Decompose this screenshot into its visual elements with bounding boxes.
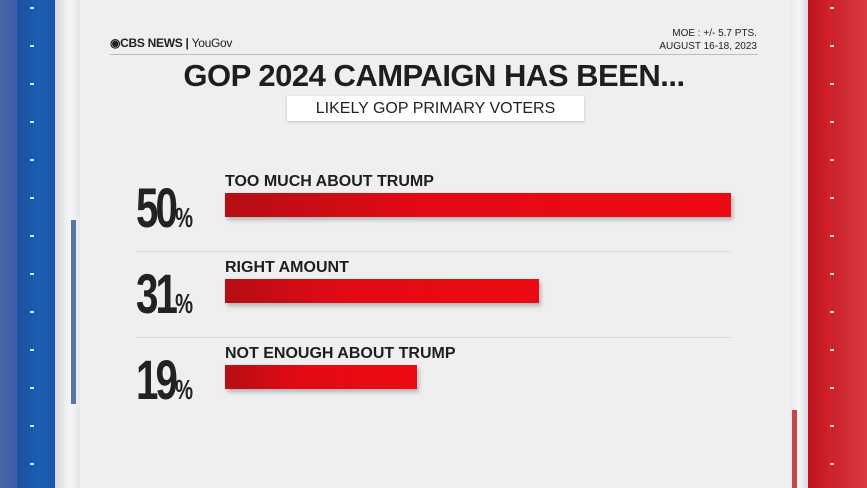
left-blue-strip — [17, 0, 55, 488]
strip-rivet — [830, 349, 834, 351]
strip-rivet — [30, 425, 34, 427]
right-red-pillar — [830, 0, 867, 488]
strip-rivet — [30, 273, 34, 275]
chart-subtitle: LIKELY GOP PRIMARY VOTERS — [287, 96, 584, 121]
right-frame-edge — [790, 0, 808, 488]
strip-rivet — [830, 159, 834, 161]
bar — [225, 279, 539, 303]
moe-text: MOE : +/- 5.7 PTS. — [672, 28, 757, 39]
strip-rivet — [30, 349, 34, 351]
category-label: NOT ENOUGH ABOUT TRUMP — [225, 345, 456, 362]
value-label: 19% — [136, 348, 194, 411]
strip-rivet — [830, 83, 834, 85]
bar — [225, 193, 731, 217]
partner-text: YouGov — [191, 36, 233, 50]
divider — [110, 54, 758, 55]
left-accent — [71, 220, 76, 404]
strip-rivet — [30, 197, 34, 199]
strip-rivet — [30, 7, 34, 9]
bar-row: 50% TOO MUCH ABOUT TRUMP — [136, 173, 796, 250]
strip-rivet — [30, 311, 34, 313]
strip-rivet — [830, 425, 834, 427]
strip-rivet — [30, 83, 34, 85]
strip-rivet — [830, 197, 834, 199]
chart-title: GOP 2024 CAMPAIGN HAS BEEN... — [183, 58, 685, 93]
strip-rivet — [830, 45, 834, 47]
strip-rivet — [830, 121, 834, 123]
bar-row: 19% NOT ENOUGH ABOUT TRUMP — [136, 345, 796, 422]
strip-rivet — [830, 7, 834, 9]
category-label: RIGHT AMOUNT — [225, 259, 349, 276]
bar — [225, 365, 418, 389]
category-label: TOO MUCH ABOUT TRUMP — [225, 173, 434, 190]
right-red-strip — [808, 0, 832, 488]
bar-row: 31% RIGHT AMOUNT — [136, 259, 796, 336]
row-separator — [136, 251, 731, 252]
left-frame-edge — [55, 0, 80, 488]
strip-rivet — [30, 45, 34, 47]
right-accent — [792, 410, 797, 488]
strip-rivet — [30, 159, 34, 161]
strip-rivet — [30, 463, 34, 465]
brand-text: CBS NEWS — [120, 36, 183, 50]
strip-rivet — [30, 387, 34, 389]
strip-rivet — [830, 273, 834, 275]
strip-rivet — [830, 463, 834, 465]
strip-rivet — [30, 121, 34, 123]
strip-rivet — [30, 235, 34, 237]
dates-text: AUGUST 16-18, 2023 — [659, 41, 757, 52]
poll-info: MOE : +/- 5.7 PTS. AUGUST 16-18, 2023 — [659, 27, 757, 53]
strip-rivet — [830, 387, 834, 389]
value-label: 31% — [136, 262, 194, 325]
cbs-yougov-logo: ◉CBS NEWS | YouGov — [110, 36, 233, 50]
strip-rivet — [830, 311, 834, 313]
strip-rivet — [830, 235, 834, 237]
left-blue-pillar — [0, 0, 17, 488]
value-label: 50% — [136, 176, 194, 239]
row-separator — [136, 337, 731, 338]
